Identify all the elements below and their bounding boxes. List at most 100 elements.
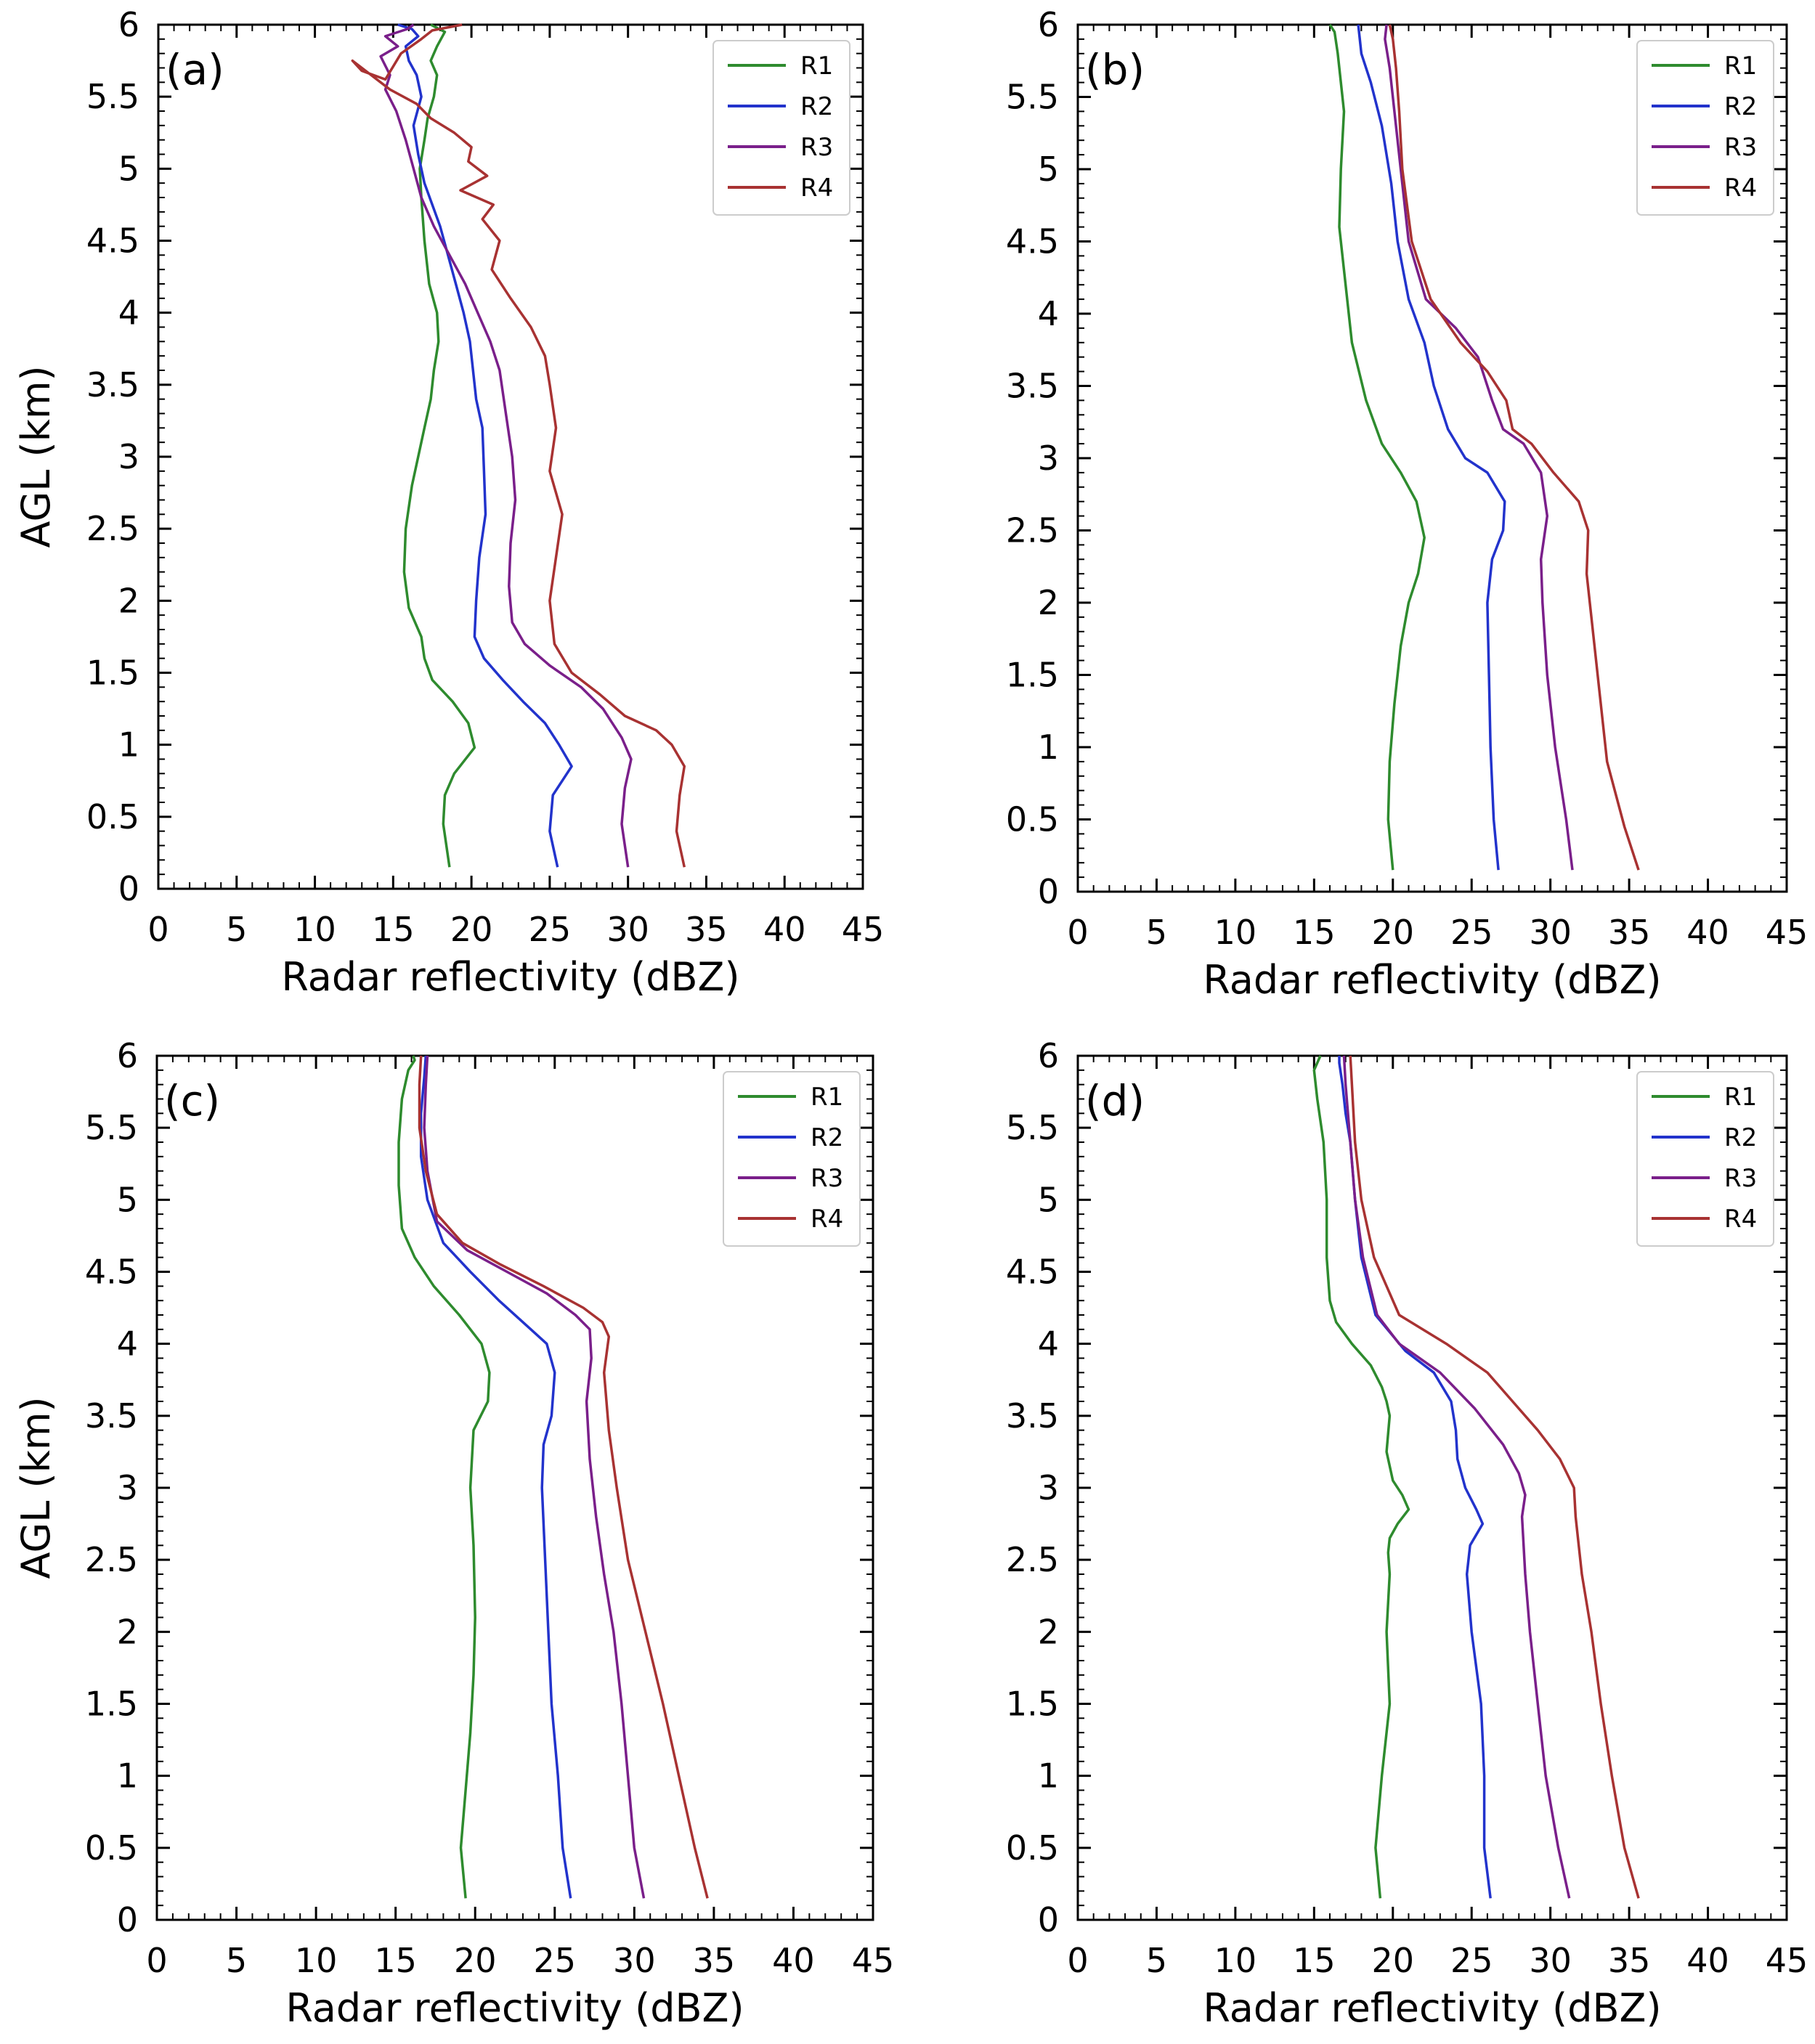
legend-box — [1636, 1071, 1774, 1247]
x-tick-label: 45 — [1766, 913, 1808, 952]
y-tick-label: 0 — [117, 1900, 138, 1939]
x-tick-label: 40 — [1686, 913, 1729, 952]
x-tick-label: 40 — [763, 910, 806, 949]
panel-label: (c) — [164, 1076, 220, 1125]
y-tick-label: 2.5 — [1006, 511, 1059, 550]
y-tick-label: 5.5 — [86, 77, 139, 116]
y-tick-label: 2 — [1038, 583, 1059, 622]
x-tick-label: 40 — [1686, 1941, 1729, 1980]
y-tick-label: 5 — [118, 149, 139, 188]
legend-box — [1636, 40, 1774, 216]
x-axis-title: Radar reflectivity (dBZ) — [1203, 957, 1661, 1003]
legend-box — [723, 1071, 861, 1247]
panel-c: 0 5 10 15 20 25 30 35 40 45 0 0.5 1 1.5 2 2.5 3 3.5 4 4.5 5 5… — [13, 1036, 894, 2031]
y-tick-label: 6 — [1038, 1036, 1059, 1075]
series-line-r2 — [1338, 1056, 1492, 1899]
y-tick-label: 4.5 — [1006, 1253, 1059, 1292]
series-line-r1 — [402, 23, 476, 868]
legend-label-r3: R3 — [800, 133, 833, 162]
y-tick-label: 3 — [118, 437, 139, 476]
y-tick-label: 2 — [118, 581, 139, 620]
y-tick-label: 6 — [1038, 5, 1059, 44]
x-tick-label: 10 — [295, 1941, 338, 1980]
x-tick-label: 20 — [1372, 1941, 1415, 1980]
series-line-r1 — [397, 1055, 491, 1899]
x-tick-label: 5 — [226, 1941, 247, 1980]
y-tick-label: 2.5 — [1006, 1540, 1059, 1579]
x-tick-label: 10 — [1214, 1941, 1257, 1980]
x-tick-label: 25 — [534, 1941, 577, 1980]
y-axis-title: AGL (km) — [13, 365, 59, 547]
y-tick-label: 4.5 — [86, 221, 139, 261]
y-tick-label: 1 — [1038, 728, 1059, 767]
x-tick-label: 35 — [1608, 1941, 1651, 1980]
x-tick-label: 35 — [685, 910, 728, 949]
y-tick-label: 2.5 — [85, 1540, 138, 1579]
x-axis-title: Radar reflectivity (dBZ) — [1203, 1985, 1661, 2031]
legend-label-r1: R1 — [1724, 52, 1757, 81]
legend-label-r4: R4 — [1724, 1205, 1757, 1234]
y-tick-label: 4.5 — [1006, 222, 1059, 261]
y-tick-label: 3.5 — [1006, 367, 1059, 406]
legend-label-r4: R4 — [800, 174, 833, 203]
x-tick-label: 0 — [1067, 913, 1088, 952]
panel-label: (d) — [1085, 1076, 1145, 1125]
y-tick-label: 2 — [1038, 1612, 1059, 1651]
y-tick-label: 5.5 — [85, 1108, 138, 1147]
x-tick-label: 40 — [772, 1941, 815, 1980]
panel-d: 0 5 10 15 20 25 30 35 40 45 0 0.5 1 1.5 2 2.5 3 3.5 4 4.5 5 5… — [1006, 1036, 1808, 2031]
panel-b: 0 5 10 15 20 25 30 35 40 45 0 0.5 1 1.5 2 2.5 3 3.5 4 4.5 5 5… — [1006, 5, 1808, 1003]
x-tick-label: 15 — [1293, 1941, 1336, 1980]
legend: R1 R2 R3 R4 — [723, 1071, 861, 1247]
x-tick-label: 5 — [1146, 913, 1167, 952]
legend-label-r1: R1 — [800, 52, 833, 81]
series-line-r3 — [1384, 24, 1574, 871]
y-axis-title: AGL (km) — [13, 1396, 59, 1579]
y-tick-label: 0.5 — [85, 1828, 138, 1868]
legend-label-r2: R2 — [800, 92, 833, 121]
y-tick-label: 1.5 — [86, 653, 139, 693]
series-line-r2 — [397, 23, 573, 868]
y-tick-label: 5 — [117, 1180, 138, 1219]
x-axis-title: Radar reflectivity (dBZ) — [285, 1985, 744, 2031]
series-line-r3 — [423, 1055, 646, 1899]
y-tick-label: 1.5 — [1006, 656, 1059, 695]
y-tick-label: 4 — [117, 1324, 138, 1364]
series-line-r2 — [419, 1055, 572, 1899]
y-tick-label: 5 — [1038, 150, 1059, 189]
series-line-r4 — [351, 23, 686, 868]
x-tick-label: 30 — [606, 910, 649, 949]
legend-label-r2: R2 — [1724, 92, 1757, 121]
legend-label-r1: R1 — [811, 1083, 843, 1112]
legend: R1 R2 R3 R4 — [1636, 40, 1774, 216]
series-line-r4 — [1349, 1055, 1640, 1899]
x-tick-label: 0 — [147, 910, 168, 949]
x-tick-label: 0 — [1067, 1941, 1088, 1980]
x-tick-label: 30 — [1529, 1941, 1572, 1980]
y-tick-label: 0.5 — [1006, 800, 1059, 839]
y-tick-label: 0 — [1038, 1900, 1059, 1939]
legend-box — [712, 40, 850, 216]
panel-label: (a) — [166, 45, 224, 94]
y-tick-label: 6 — [118, 5, 139, 44]
x-tick-label: 45 — [1766, 1941, 1808, 1980]
y-tick-label: 1 — [117, 1756, 138, 1796]
y-tick-label: 3.5 — [85, 1396, 138, 1436]
x-tick-label: 10 — [1214, 913, 1257, 952]
x-tick-label: 5 — [226, 910, 247, 949]
y-tick-label: 3.5 — [86, 365, 139, 404]
legend-label-r4: R4 — [811, 1205, 843, 1234]
legend-label-r2: R2 — [811, 1123, 843, 1152]
x-tick-label: 30 — [1529, 913, 1572, 952]
legend-label-r3: R3 — [811, 1164, 843, 1193]
series-line-r2 — [1357, 24, 1506, 871]
x-tick-label: 15 — [372, 910, 415, 949]
x-tick-label: 5 — [1146, 1941, 1167, 1980]
series-line-r1 — [1312, 1055, 1410, 1899]
x-tick-label: 25 — [529, 910, 572, 949]
x-tick-label: 35 — [693, 1941, 736, 1980]
y-tick-label: 5.5 — [1006, 78, 1059, 117]
y-tick-label: 0.5 — [1006, 1828, 1059, 1868]
legend-label-r2: R2 — [1724, 1123, 1757, 1152]
y-tick-label: 2 — [117, 1612, 138, 1651]
